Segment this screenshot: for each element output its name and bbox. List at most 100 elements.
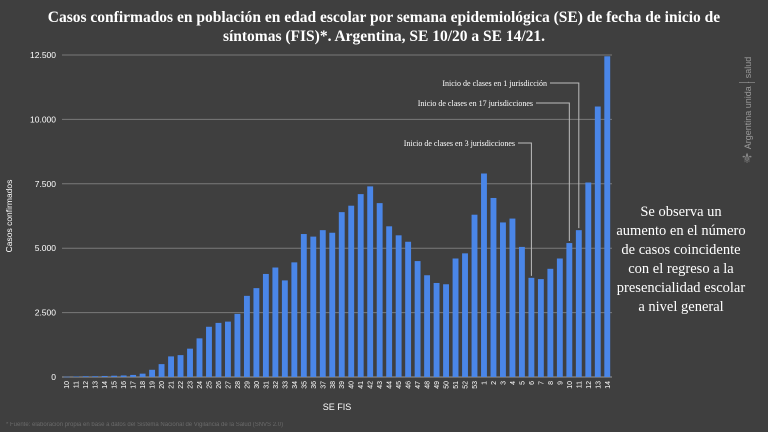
bar: [111, 375, 118, 377]
x-tick-label: 1: [481, 381, 488, 385]
bar: [556, 258, 563, 377]
bar: [604, 56, 611, 378]
x-tick-label: 44: [387, 381, 394, 389]
y-tick-label: 7.500: [35, 179, 57, 189]
brand-separator: [739, 82, 755, 83]
bar: [500, 222, 506, 377]
brand-name: Argentina unida: [743, 86, 753, 150]
y-axis-label: Casos confirmados: [4, 180, 14, 253]
annotation-label: Inicio de clases en 17 jurisdicciones: [418, 99, 533, 108]
x-tick-label: 17: [131, 381, 138, 389]
bar: [177, 355, 184, 377]
bar: [120, 375, 127, 377]
bar: [357, 194, 364, 377]
x-tick-label: 8: [548, 381, 555, 385]
brand-text: Argentina unida · salud: [743, 56, 753, 150]
bar: [329, 232, 336, 377]
x-tick-label: 16: [121, 381, 128, 389]
x-tick-label: 52: [463, 381, 470, 389]
x-tick-label: 26: [216, 381, 223, 389]
bar: [386, 226, 393, 377]
x-tick-label: 47: [415, 381, 422, 389]
bar: [528, 277, 535, 377]
bar: [462, 253, 468, 377]
x-tick-label: 37: [320, 381, 327, 389]
bar: [262, 273, 269, 377]
x-tick-label: 15: [112, 381, 119, 389]
x-tick-label: 13: [595, 381, 602, 389]
bar: [443, 284, 449, 377]
x-tick-label: 14: [605, 381, 612, 389]
x-tick-label: 2: [491, 381, 498, 385]
x-tick-label: 39: [339, 381, 346, 389]
bar: [414, 261, 421, 377]
x-tick-label: 10: [567, 381, 574, 389]
bar: [481, 173, 487, 377]
bar: [101, 375, 108, 377]
bar: [63, 376, 70, 378]
x-tick-label: 24: [197, 381, 204, 389]
annotation-label: Inicio de clases en 3 jurisdicciones: [404, 139, 515, 148]
x-tick-label: 27: [225, 381, 232, 389]
bar: [471, 214, 478, 377]
x-tick-label: 3: [500, 381, 507, 385]
bar: [319, 230, 326, 377]
x-tick-label: 18: [140, 381, 147, 389]
x-tick-label: 30: [254, 381, 261, 389]
x-tick-label: 41: [358, 381, 365, 389]
bar: [206, 326, 212, 377]
bar: [73, 376, 80, 377]
bar: [585, 182, 592, 377]
x-tick-label: 36: [311, 381, 318, 389]
x-tick-label: 31: [263, 381, 270, 389]
x-tick-label: 51: [453, 381, 460, 389]
side-note: Se observa un aumento en el número de ca…: [616, 204, 746, 315]
bar: [168, 356, 174, 377]
bar: [196, 338, 203, 377]
x-tick-label: 46: [406, 381, 413, 389]
bar: [291, 262, 298, 377]
chart-title-line-1: Casos confirmados en población en edad e…: [47, 9, 721, 26]
bar: [594, 106, 601, 378]
chart-title-line-2: síntomas (FIS)*. Argentina, SE 10/20 a S…: [222, 28, 546, 45]
x-tick-label: 6: [529, 381, 536, 385]
x-tick-label: 4: [510, 381, 517, 385]
bar: [575, 230, 582, 377]
brand-watermark: Argentina unida · salud: [733, 48, 761, 178]
x-tick-label: 42: [368, 381, 375, 389]
annotation-label: Inicio de clases en 1 jurisdicción: [442, 79, 547, 88]
brand-extra: salud: [743, 56, 753, 79]
x-tick-label: 40: [349, 381, 356, 389]
x-axis-label: SE FIS: [323, 402, 352, 412]
x-tick-label: 13: [93, 381, 100, 389]
x-tick-label: 48: [425, 381, 432, 389]
x-tick-label: 45: [396, 381, 403, 389]
x-tick-label: 14: [102, 381, 109, 389]
bar: [547, 268, 554, 377]
x-tick-label: 10: [64, 381, 71, 389]
bar: [310, 236, 317, 377]
footnote: * Fuente: elaboración propia en base a d…: [6, 422, 284, 428]
bar: [348, 205, 355, 377]
bar: [243, 295, 250, 377]
x-tick-label: 11: [74, 381, 81, 388]
y-tick-label: 12.500: [30, 50, 56, 60]
x-tick-label: 12: [586, 381, 593, 389]
x-tick-label: 5: [519, 381, 526, 385]
annotation-leader-line: [550, 82, 580, 229]
x-tick-label: 50: [444, 381, 451, 389]
x-tick-label: 34: [292, 381, 299, 389]
x-tick-label: 33: [282, 381, 289, 389]
bar: [338, 212, 345, 377]
bar: [405, 241, 412, 377]
x-tick-label: 7: [538, 381, 545, 385]
bar: [367, 186, 374, 377]
x-tick-label: 29: [244, 381, 251, 389]
y-tick-label: 5.000: [35, 243, 57, 253]
x-tick-label: 32: [273, 381, 280, 389]
annotation-leader-line: [536, 102, 570, 242]
x-tick-label: 53: [472, 381, 479, 389]
annotation-leader-line: [518, 142, 532, 276]
x-tick-label: 25: [206, 381, 213, 389]
